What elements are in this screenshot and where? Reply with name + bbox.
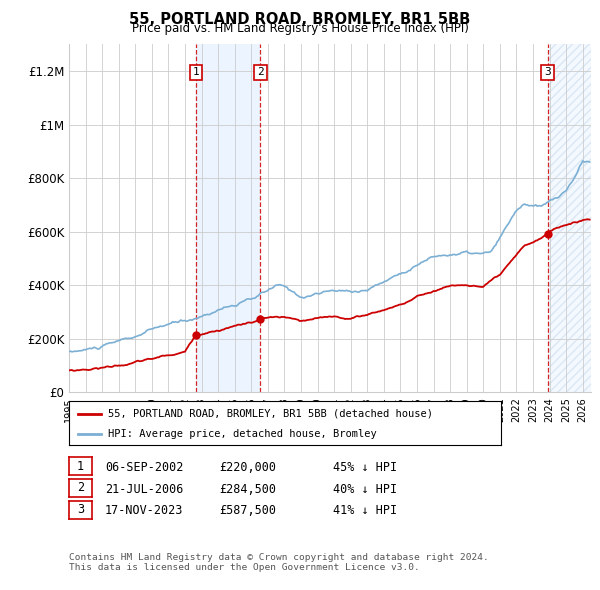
Text: This data is licensed under the Open Government Licence v3.0.: This data is licensed under the Open Gov… (69, 563, 420, 572)
Text: 3: 3 (544, 67, 551, 77)
Text: 41% ↓ HPI: 41% ↓ HPI (333, 504, 397, 517)
Text: 2: 2 (77, 481, 84, 494)
Text: 1: 1 (193, 67, 200, 77)
Text: £220,000: £220,000 (219, 461, 276, 474)
Text: HPI: Average price, detached house, Bromley: HPI: Average price, detached house, Brom… (108, 430, 377, 440)
Text: Contains HM Land Registry data © Crown copyright and database right 2024.: Contains HM Land Registry data © Crown c… (69, 553, 489, 562)
Bar (548, 44, 591, 392)
Text: 17-NOV-2023: 17-NOV-2023 (105, 504, 184, 517)
Text: 2: 2 (257, 67, 264, 77)
Text: Price paid vs. HM Land Registry's House Price Index (HPI): Price paid vs. HM Land Registry's House … (131, 22, 469, 35)
Text: 45% ↓ HPI: 45% ↓ HPI (333, 461, 397, 474)
Text: £587,500: £587,500 (219, 504, 276, 517)
Text: £284,500: £284,500 (219, 483, 276, 496)
Text: 55, PORTLAND ROAD, BROMLEY, BR1 5BB: 55, PORTLAND ROAD, BROMLEY, BR1 5BB (130, 12, 470, 27)
Text: 40% ↓ HPI: 40% ↓ HPI (333, 483, 397, 496)
Bar (196, 44, 260, 392)
Text: 1: 1 (77, 460, 84, 473)
Text: 3: 3 (77, 503, 84, 516)
Text: 21-JUL-2006: 21-JUL-2006 (105, 483, 184, 496)
Text: 06-SEP-2002: 06-SEP-2002 (105, 461, 184, 474)
Text: 55, PORTLAND ROAD, BROMLEY, BR1 5BB (detached house): 55, PORTLAND ROAD, BROMLEY, BR1 5BB (det… (108, 409, 433, 418)
